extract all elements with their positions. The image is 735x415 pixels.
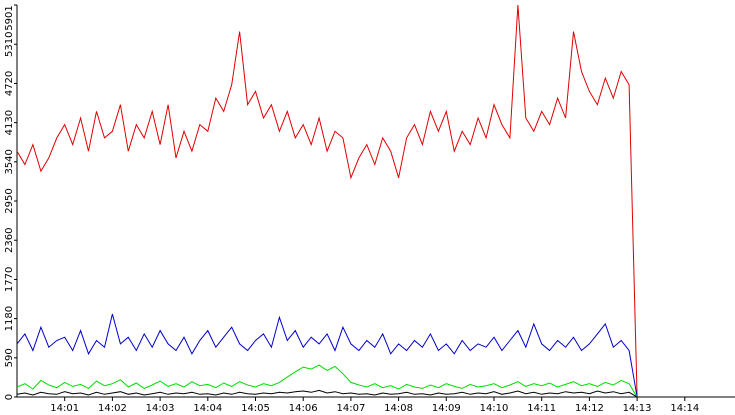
x-tick-label: 14:09 — [432, 403, 461, 414]
y-tick-label: 4130 — [4, 110, 15, 135]
x-tick-label: 14:01 — [50, 403, 79, 414]
y-tick-label: 2950 — [4, 188, 15, 213]
series-line — [16, 389, 638, 398]
y-tick-label: 5310 — [4, 32, 15, 57]
series-line — [16, 313, 638, 398]
x-tick-label: 14:05 — [241, 403, 270, 414]
y-tick-label: 3540 — [4, 149, 15, 174]
x-tick-label: 14:04 — [193, 403, 222, 414]
y-tick-label: 590 — [4, 348, 15, 367]
x-tick-label: 14:03 — [146, 403, 175, 414]
x-tick-label: 14:07 — [336, 403, 365, 414]
y-tick-label: 1770 — [4, 267, 15, 292]
y-tick-label: 1180 — [4, 306, 15, 331]
x-tick-label: 14:08 — [384, 403, 413, 414]
x-tick-label: 14:13 — [623, 403, 652, 414]
x-tick-label: 14:02 — [98, 403, 127, 414]
series-line — [16, 4, 638, 398]
x-tick-label: 14:12 — [575, 403, 604, 414]
y-tick-label: 2360 — [4, 228, 15, 253]
x-tick-label: 14:10 — [480, 403, 509, 414]
y-tick-label: 4720 — [4, 71, 15, 96]
y-tick-label: 0 — [4, 394, 15, 400]
series-line — [16, 364, 638, 398]
y-tick-label: 5901 — [4, 5, 15, 30]
x-tick-label: 14:06 — [289, 403, 318, 414]
x-tick-label: 14:14 — [670, 403, 699, 414]
x-tick-label: 14:11 — [527, 403, 556, 414]
